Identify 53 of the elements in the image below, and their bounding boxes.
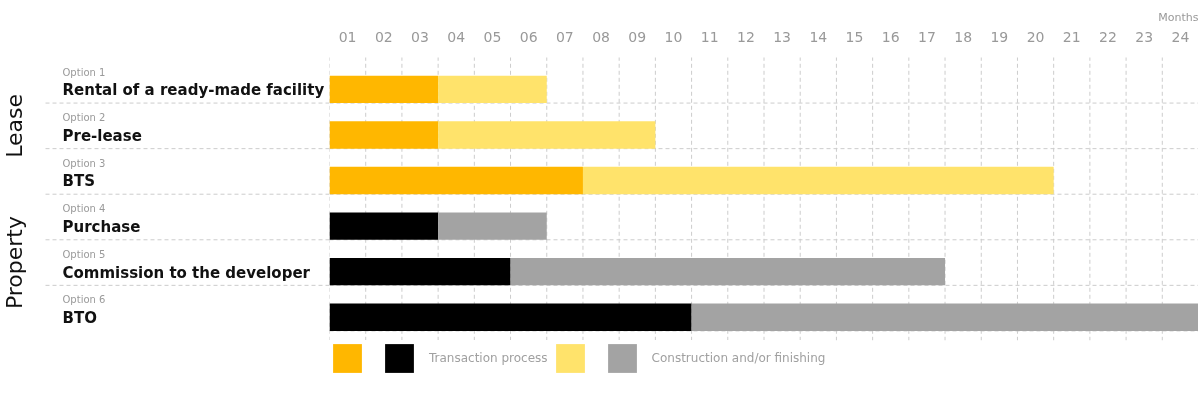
x-tick-label: 01 — [338, 28, 357, 45]
x-tick-label: 22 — [1099, 28, 1117, 45]
bar — [438, 121, 656, 149]
x-tick-label: 15 — [845, 28, 864, 45]
text: Option 2 — [62, 112, 106, 124]
x-tick-label: 12 — [736, 28, 755, 45]
x-axis-title: Months — [1158, 10, 1199, 24]
x-tick-label: 05 — [483, 28, 502, 45]
x-tick-label: 08 — [592, 28, 610, 45]
x-tick-label: 21 — [1062, 28, 1081, 45]
bar — [438, 212, 547, 240]
text: Option 1 — [62, 66, 106, 78]
text: Option 6 — [62, 294, 106, 306]
x-tick-label: 07 — [555, 28, 574, 45]
x-tick-label: 16 — [881, 28, 900, 45]
x-tick-label: 18 — [954, 28, 973, 45]
y-tick-label: BTS — [62, 172, 95, 191]
bar — [582, 166, 1054, 195]
text: Lease — [2, 93, 27, 158]
x-tick-label: 11 — [700, 28, 719, 45]
bar — [329, 212, 439, 240]
x-tick-label: 02 — [374, 28, 393, 45]
bar — [329, 303, 692, 331]
y-tick-label: Purchase — [62, 218, 141, 237]
text: Option 3 — [62, 157, 106, 169]
text: Property — [2, 216, 27, 310]
x-tick-label: 23 — [1135, 28, 1154, 45]
x-tick-label: 14 — [809, 28, 828, 45]
bar — [691, 303, 1198, 331]
x-tick-label: 10 — [664, 28, 683, 45]
bar — [329, 121, 439, 149]
x-tick-label: 17 — [918, 28, 936, 45]
x-tick-label: 13 — [773, 28, 792, 45]
x-tick-label: 06 — [519, 28, 538, 45]
x-tick-label: 03 — [411, 28, 429, 45]
text: Option 5 — [62, 248, 106, 260]
bar — [329, 75, 439, 104]
x-tick-label: 04 — [447, 28, 466, 45]
bar — [438, 75, 547, 104]
y-tick-label: Rental of a ready-made facility — [62, 81, 325, 100]
x-tick-label: 09 — [628, 28, 647, 45]
x-tick-label: 19 — [990, 28, 1009, 45]
bar — [510, 258, 946, 286]
y-tick-label: Commission to the developer — [62, 263, 311, 282]
bar — [329, 258, 511, 286]
y-tick-label: BTO — [62, 309, 97, 328]
x-tick-label: 20 — [1026, 28, 1045, 45]
y-tick-label: Pre-lease — [62, 126, 142, 145]
text: Option 4 — [62, 203, 106, 215]
x-tick-label: 24 — [1171, 28, 1190, 45]
legend-label: Construction and/or finishing — [651, 351, 826, 365]
bar — [329, 166, 583, 195]
legend-label: Transaction process — [429, 351, 548, 365]
